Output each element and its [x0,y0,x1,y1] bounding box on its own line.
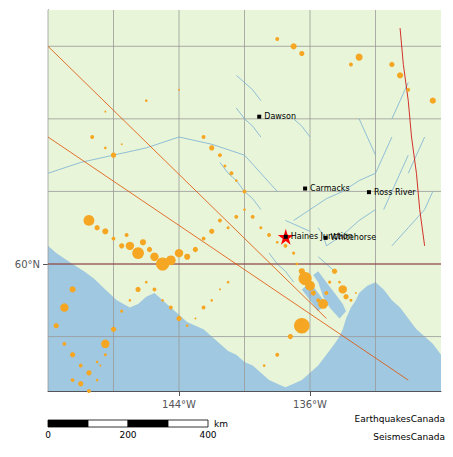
svg-text:EarthquakesCanada: EarthquakesCanada [355,414,445,424]
svg-text:144°W: 144°W [162,399,196,410]
svg-text:0: 0 [45,430,51,440]
svg-text:Dawson: Dawson [264,112,296,121]
svg-text:SeismesCanada: SeismesCanada [373,432,445,442]
svg-text:Carmacks: Carmacks [310,184,350,193]
svg-text:km: km [214,419,228,429]
svg-text:136°W: 136°W [293,399,327,410]
svg-text:200: 200 [119,430,136,440]
svg-text:Whitehorse: Whitehorse [331,233,377,242]
svg-text:400: 400 [199,430,216,440]
svg-text:Haines Junction: Haines Junction [290,232,353,242]
svg-text:60°N: 60°N [15,259,40,270]
svg-text:Ross River: Ross River [374,188,416,197]
